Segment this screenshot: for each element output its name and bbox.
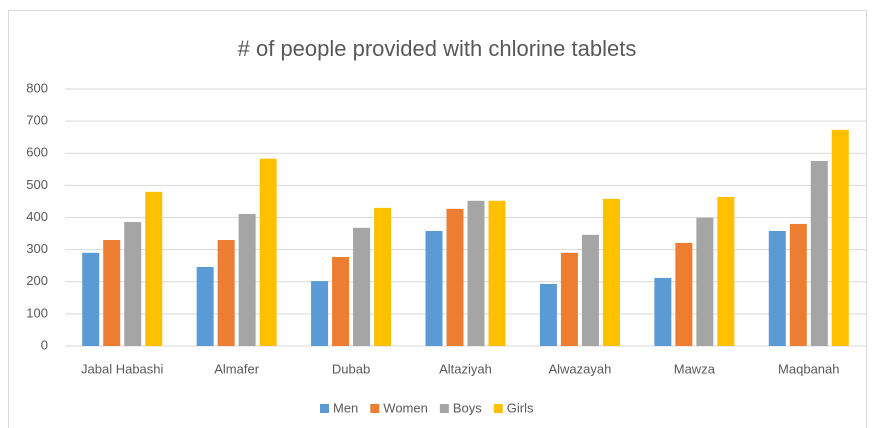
x-tick-label: Dubab [332, 361, 370, 376]
bar [374, 207, 392, 346]
y-tick-label: 200 [26, 273, 48, 288]
legend-swatch [320, 404, 329, 413]
bar [467, 200, 485, 346]
legend-label: Boys [453, 400, 482, 415]
bar [238, 213, 256, 346]
x-tick-label: Mawza [674, 361, 716, 376]
y-tick-label: 700 [26, 113, 48, 128]
x-tick-label: Maqbanah [778, 361, 839, 376]
bar [311, 281, 329, 346]
legend-swatch [370, 404, 380, 413]
legend-label: Men [333, 400, 358, 415]
bar [560, 252, 578, 346]
bar [425, 230, 443, 346]
legend-swatch [439, 404, 449, 413]
y-tick-label: 300 [26, 241, 48, 256]
y-tick-label: 600 [26, 145, 48, 160]
bar [332, 257, 350, 346]
bar [581, 234, 599, 346]
chart-title: # of people provided with chlorine table… [238, 36, 637, 61]
bar [717, 196, 735, 346]
y-tick-label: 0 [41, 337, 48, 352]
y-tick-label: 100 [26, 305, 48, 320]
bar [602, 198, 620, 346]
y-tick-label: 400 [26, 209, 48, 224]
x-tick-label: Almafer [214, 361, 259, 376]
bar [675, 242, 693, 346]
legend-swatch [493, 404, 503, 413]
legend-label: Girls [507, 400, 534, 415]
bar [810, 160, 828, 346]
bar [539, 283, 557, 346]
x-tick-label: Altaziyah [439, 361, 492, 376]
bar [696, 217, 714, 346]
bar [831, 129, 849, 346]
x-tick-label: Alwazayah [548, 361, 611, 376]
x-tick-label: Jabal Habashi [81, 361, 163, 376]
bar [446, 208, 464, 346]
bar [145, 191, 163, 346]
bar [103, 239, 121, 346]
bar [789, 223, 807, 346]
bar [768, 230, 786, 346]
bar [124, 221, 142, 346]
bar [488, 200, 506, 346]
y-tick-label: 500 [26, 177, 48, 192]
bar [217, 239, 235, 346]
bar [259, 158, 277, 346]
y-tick-label: 800 [26, 80, 48, 95]
bar [353, 227, 371, 346]
legend-label: Women [383, 400, 428, 415]
bar [82, 252, 100, 346]
bar [196, 266, 214, 346]
bar [654, 277, 672, 346]
